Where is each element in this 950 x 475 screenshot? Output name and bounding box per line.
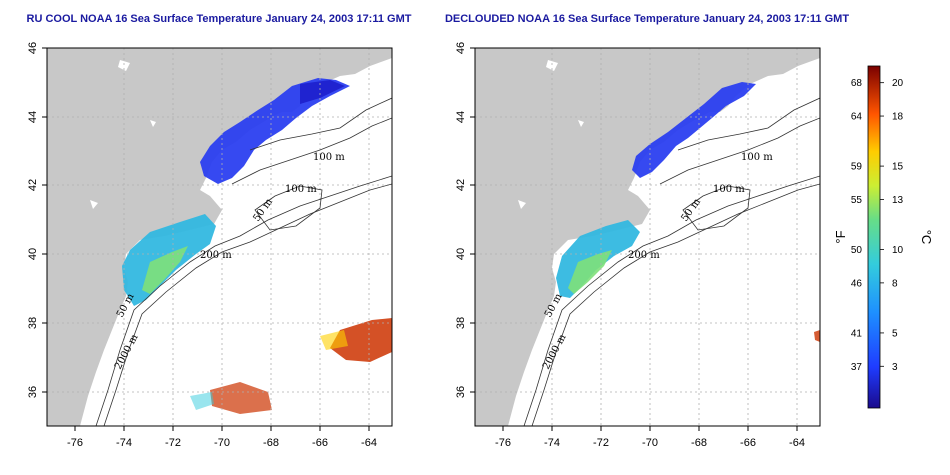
sst-gulf-of-maine (632, 82, 756, 178)
x-tick-label: -76 (67, 437, 83, 449)
panel-declouded: DECLOUDED NOAA 16 Sea Surface Temperatur… (445, 13, 849, 449)
colorbar-unit-celsius: °C (919, 230, 934, 245)
svg-text:100 m: 100 m (741, 152, 773, 163)
colorbar-fahrenheit-ticks: 68 64 59 55 50 46 41 37 (851, 78, 863, 373)
y-tick-label: 46 (455, 42, 467, 54)
colorbar-gradient (867, 65, 881, 409)
x-tick-label: -66 (740, 437, 756, 449)
y-tick-label: 46 (27, 42, 39, 54)
svg-text:100 m: 100 m (285, 184, 317, 195)
x-tick-label: -70 (642, 437, 658, 449)
colorbar-celsius-tick: 5 (892, 328, 898, 339)
y-tick-label: 38 (27, 317, 39, 329)
colorbar-fahrenheit-tick: 37 (851, 362, 863, 373)
colorbar-celsius-tick: 13 (892, 195, 904, 206)
x-tick-label: -70 (214, 437, 230, 449)
colorbar-fahrenheit-tick: 50 (851, 245, 863, 256)
x-axis-right: -76 -74 -72 -70 -68 -66 -64 (495, 426, 805, 449)
x-tick-label: -64 (789, 437, 805, 449)
x-tick-label: -74 (544, 437, 560, 449)
y-tick-label: 44 (455, 111, 467, 123)
x-tick-label: -76 (495, 437, 511, 449)
colorbar-fahrenheit-tick: 68 (851, 78, 863, 89)
x-axis-left: -76 -74 -72 -70 -68 -66 -64 (67, 426, 377, 449)
colorbar: 68 64 59 55 50 46 41 37 20 18 15 13 10 8 5 3 °F °C (833, 65, 934, 409)
x-tick-label: -68 (263, 437, 279, 449)
y-tick-label: 38 (455, 317, 467, 329)
colorbar-fahrenheit-tick: 59 (851, 162, 863, 173)
y-tick-label: 36 (27, 386, 39, 398)
x-tick-label: -64 (361, 437, 377, 449)
isobath-contours (523, 97, 820, 426)
svg-text:100 m: 100 m (713, 184, 745, 195)
y-tick-label: 40 (27, 248, 39, 260)
panel-declouded-title: DECLOUDED NOAA 16 Sea Surface Temperatur… (445, 13, 849, 25)
colorbar-celsius-ticks: 20 18 15 13 10 8 5 3 (880, 78, 904, 373)
colorbar-celsius-tick: 18 (892, 112, 904, 123)
x-tick-label: -72 (593, 437, 609, 449)
colorbar-celsius-tick: 15 (892, 162, 904, 173)
y-tick-label: 44 (27, 111, 39, 123)
svg-text:200 m: 200 m (628, 250, 660, 261)
isobath-contours (95, 97, 392, 426)
svg-text:100 m: 100 m (313, 152, 345, 163)
colorbar-fahrenheit-tick: 64 (851, 112, 863, 123)
colorbar-celsius-tick: 20 (892, 78, 904, 89)
colorbar-fahrenheit-tick: 41 (851, 328, 863, 339)
colorbar-unit-fahrenheit: °F (833, 230, 848, 243)
colorbar-celsius-tick: 3 (892, 362, 898, 373)
panel-raw: RU COOL NOAA 16 Sea Surface Temperature … (27, 13, 412, 449)
y-tick-label: 36 (455, 386, 467, 398)
sst-gulf-of-maine (200, 78, 350, 184)
colorbar-fahrenheit-tick: 55 (851, 195, 863, 206)
land-mass (47, 48, 392, 426)
x-tick-label: -72 (165, 437, 181, 449)
x-tick-label: -74 (116, 437, 132, 449)
y-axis-right: 36 38 40 42 44 46 (455, 42, 475, 398)
colorbar-fahrenheit-tick: 46 (851, 278, 863, 289)
x-tick-label: -66 (312, 437, 328, 449)
panel-raw-title: RU COOL NOAA 16 Sea Surface Temperature … (27, 13, 412, 25)
sst-gulf-stream (190, 318, 392, 414)
y-tick-label: 42 (27, 179, 39, 191)
colorbar-celsius-tick: 8 (892, 278, 898, 289)
y-axis-left: 36 38 40 42 44 46 (27, 42, 47, 398)
y-tick-label: 40 (455, 248, 467, 260)
x-tick-label: -68 (691, 437, 707, 449)
y-tick-label: 42 (455, 179, 467, 191)
svg-text:200 m: 200 m (200, 250, 232, 261)
colorbar-celsius-tick: 10 (892, 245, 904, 256)
land-mass (475, 48, 820, 426)
